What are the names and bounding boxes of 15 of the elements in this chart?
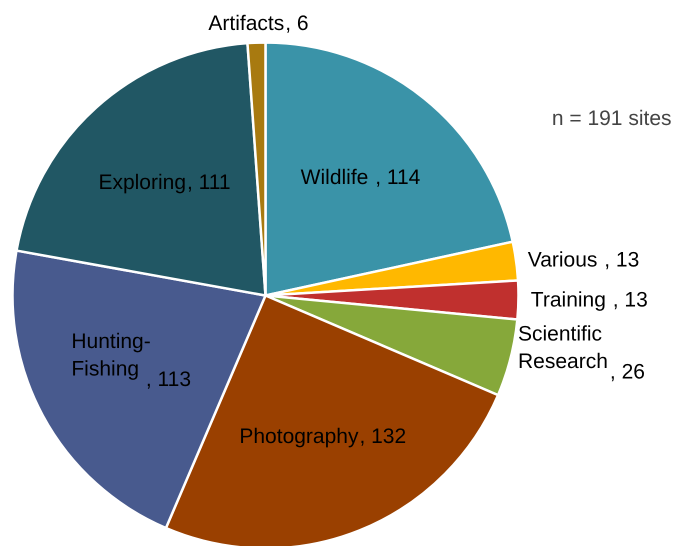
slice-label: Photography <box>239 424 359 448</box>
text: n = 191 sites <box>552 107 672 130</box>
slice-label: Various <box>528 248 598 272</box>
slice-label: Wildlife <box>300 166 368 189</box>
data-label: , 13 <box>604 248 640 272</box>
slice-label: Artifacts <box>208 12 284 36</box>
data-label: , 132 <box>359 424 406 448</box>
data-label: , 111 <box>187 171 231 194</box>
data-label: , 114 <box>375 166 421 189</box>
slice-label: Exploring <box>98 171 186 194</box>
data-label: , 6 <box>285 12 309 36</box>
data-label: , 26 <box>610 360 645 384</box>
slice-label: Scientific Research <box>518 322 608 374</box>
slice-label: Training <box>530 288 606 312</box>
data-label: , 13 <box>612 288 648 312</box>
